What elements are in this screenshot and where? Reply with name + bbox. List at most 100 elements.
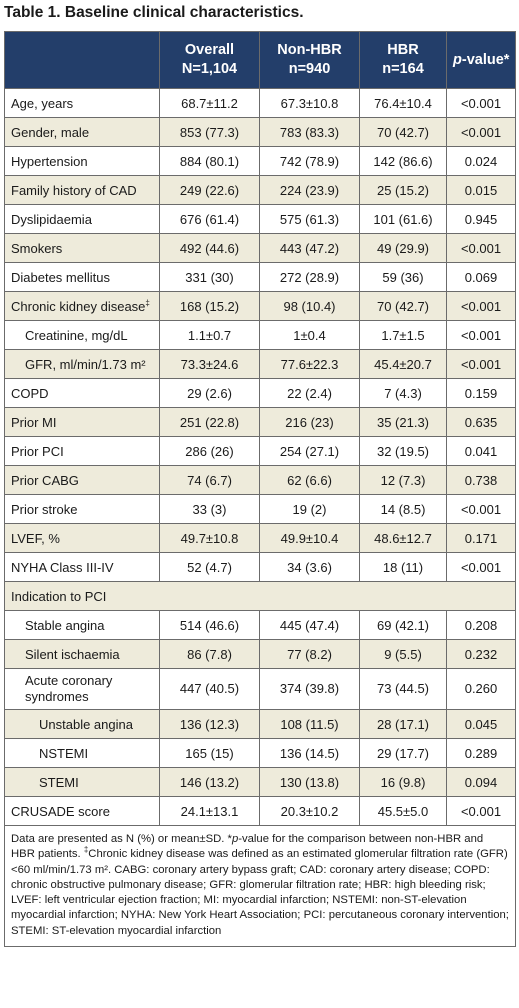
cell-p-value: <0.001 (446, 494, 516, 524)
row-label: Prior MI (4, 407, 160, 437)
cell-non-hbr: 98 (10.4) (259, 291, 360, 321)
cell-p-value: 0.094 (446, 767, 516, 797)
header-non-hbr: Non-HBR n=940 (259, 31, 360, 89)
cell-p-value: 0.635 (446, 407, 516, 437)
cell-non-hbr: 575 (61.3) (259, 204, 360, 234)
table-row: Chronic kidney disease‡ 168 (15.2) 98 (10.… (4, 291, 516, 321)
cell-hbr: 70 (42.7) (359, 117, 447, 147)
row-label: Gender, male (4, 117, 160, 147)
cell-overall: 249 (22.6) (159, 175, 260, 205)
cell-non-hbr: 136 (14.5) (259, 738, 360, 768)
cell-overall: 136 (12.3) (159, 709, 260, 739)
table-row: NSTEMI 165 (15) 136 (14.5) 29 (17.7) 0.289 (4, 738, 516, 768)
row-label: Dyslipidaemia (4, 204, 160, 234)
table-row: Prior MI 251 (22.8) 216 (23) 35 (21.3) 0.635 (4, 407, 516, 437)
table-row: Age, years 68.7±11.2 67.3±10.8 76.4±10.4 <0.… (4, 88, 516, 118)
cell-non-hbr: 130 (13.8) (259, 767, 360, 797)
header-p-value: p-value* (446, 31, 516, 89)
row-label: Creatinine, mg/dL (4, 320, 160, 350)
cell-hbr: 25 (15.2) (359, 175, 447, 205)
table-row: Hypertension 884 (80.1) 742 (78.9) 142 (86.… (4, 146, 516, 176)
header-hbr: HBR n=164 (359, 31, 447, 89)
cell-p-value: <0.001 (446, 796, 516, 826)
cell-p-value: 0.159 (446, 378, 516, 408)
cell-non-hbr: 22 (2.4) (259, 378, 360, 408)
cell-non-hbr: 108 (11.5) (259, 709, 360, 739)
cell-non-hbr: 49.9±10.4 (259, 523, 360, 553)
cell-overall: 447 (40.5) (159, 668, 260, 710)
table-row: CRUSADE score 24.1±13.1 20.3±10.2 45.5±5.0 <… (4, 796, 516, 826)
table-row: Stable angina 514 (46.6) 445 (47.4) 69 (42.… (4, 610, 516, 640)
table-row: Smokers 492 (44.6) 443 (47.2) 49 (29.9) <0.0… (4, 233, 516, 263)
cell-hbr: 48.6±12.7 (359, 523, 447, 553)
row-label: GFR, ml/min/1.73 m² (4, 349, 160, 379)
cell-hbr: 142 (86.6) (359, 146, 447, 176)
table-row: Creatinine, mg/dL 1.1±0.7 1±0.4 1.7±1.5 <0.0… (4, 320, 516, 350)
cell-p-value: 0.945 (446, 204, 516, 234)
table-row: Acute coronary syndromes 447 (40.5) 374 (39… (4, 668, 516, 710)
cell-hbr: 32 (19.5) (359, 436, 447, 466)
header-empty-cell (4, 31, 160, 89)
row-label: STEMI (4, 767, 160, 797)
cell-non-hbr: 216 (23) (259, 407, 360, 437)
table-row: Dyslipidaemia 676 (61.4) 575 (61.3) 101 (61… (4, 204, 516, 234)
row-label: Prior stroke (4, 494, 160, 524)
cell-p-value: 0.045 (446, 709, 516, 739)
cell-p-value: <0.001 (446, 291, 516, 321)
table-row: Indication to PCI (4, 581, 516, 611)
row-label: Prior PCI (4, 436, 160, 466)
footnote-row: Data are presented as N (%) or mean±SD. … (4, 824, 516, 948)
table-row: Family history of CAD 249 (22.6) 224 (23.9… (4, 175, 516, 205)
table-row: NYHA Class III-IV 52 (4.7) 34 (3.6) 18 (11)… (4, 552, 516, 582)
cell-hbr: 16 (9.8) (359, 767, 447, 797)
footnote: Data are presented as N (%) or mean±SD. … (4, 824, 516, 948)
row-label: Diabetes mellitus (4, 262, 160, 292)
row-label: Stable angina (4, 610, 160, 640)
cell-non-hbr: 67.3±10.8 (259, 88, 360, 118)
cell-non-hbr: 272 (28.9) (259, 262, 360, 292)
row-label: CRUSADE score (4, 796, 160, 826)
cell-p-value: 0.738 (446, 465, 516, 495)
row-label: Hypertension (4, 146, 160, 176)
cell-overall: 514 (46.6) (159, 610, 260, 640)
cell-non-hbr: 77 (8.2) (259, 639, 360, 669)
header-overall: Overall N=1,104 (159, 31, 260, 89)
cell-hbr: 101 (61.6) (359, 204, 447, 234)
cell-overall: 1.1±0.7 (159, 320, 260, 350)
cell-p-value: 0.171 (446, 523, 516, 553)
cell-non-hbr: 224 (23.9) (259, 175, 360, 205)
table-row: Gender, male 853 (77.3) 783 (83.3) 70 (42.7… (4, 117, 516, 147)
cell-non-hbr: 374 (39.8) (259, 668, 360, 710)
cell-p-value: <0.001 (446, 349, 516, 379)
cell-hbr: 73 (44.5) (359, 668, 447, 710)
table-row: Prior CABG 74 (6.7) 62 (6.6) 12 (7.3) 0.738 (4, 465, 516, 495)
cell-hbr: 9 (5.5) (359, 639, 447, 669)
cell-p-value: 0.232 (446, 639, 516, 669)
cell-hbr: 12 (7.3) (359, 465, 447, 495)
cell-non-hbr: 20.3±10.2 (259, 796, 360, 826)
row-label: Acute coronary syndromes (4, 668, 160, 710)
cell-non-hbr: 783 (83.3) (259, 117, 360, 147)
row-label: Family history of CAD (4, 175, 160, 205)
cell-overall: 52 (4.7) (159, 552, 260, 582)
cell-overall: 168 (15.2) (159, 291, 260, 321)
baseline-characteristics-table: Overall N=1,104 Non-HBR n=940 HBR n=164 p-v… (4, 31, 516, 948)
section-label: Indication to PCI (4, 581, 516, 611)
cell-overall: 86 (7.8) (159, 639, 260, 669)
cell-hbr: 7 (4.3) (359, 378, 447, 408)
row-label: NYHA Class III-IV (4, 552, 160, 582)
cell-hbr: 29 (17.7) (359, 738, 447, 768)
row-label: Silent ischaemia (4, 639, 160, 669)
table-row: STEMI 146 (13.2) 130 (13.8) 16 (9.8) 0.094 (4, 767, 516, 797)
table-row: LVEF, % 49.7±10.8 49.9±10.4 48.6±12.7 0.171 (4, 523, 516, 553)
row-label: LVEF, % (4, 523, 160, 553)
cell-overall: 68.7±11.2 (159, 88, 260, 118)
cell-non-hbr: 34 (3.6) (259, 552, 360, 582)
cell-overall: 251 (22.8) (159, 407, 260, 437)
cell-hbr: 14 (8.5) (359, 494, 447, 524)
cell-p-value: <0.001 (446, 320, 516, 350)
cell-non-hbr: 19 (2) (259, 494, 360, 524)
cell-overall: 853 (77.3) (159, 117, 260, 147)
table-row: Diabetes mellitus 331 (30) 272 (28.9) 59 (3… (4, 262, 516, 292)
